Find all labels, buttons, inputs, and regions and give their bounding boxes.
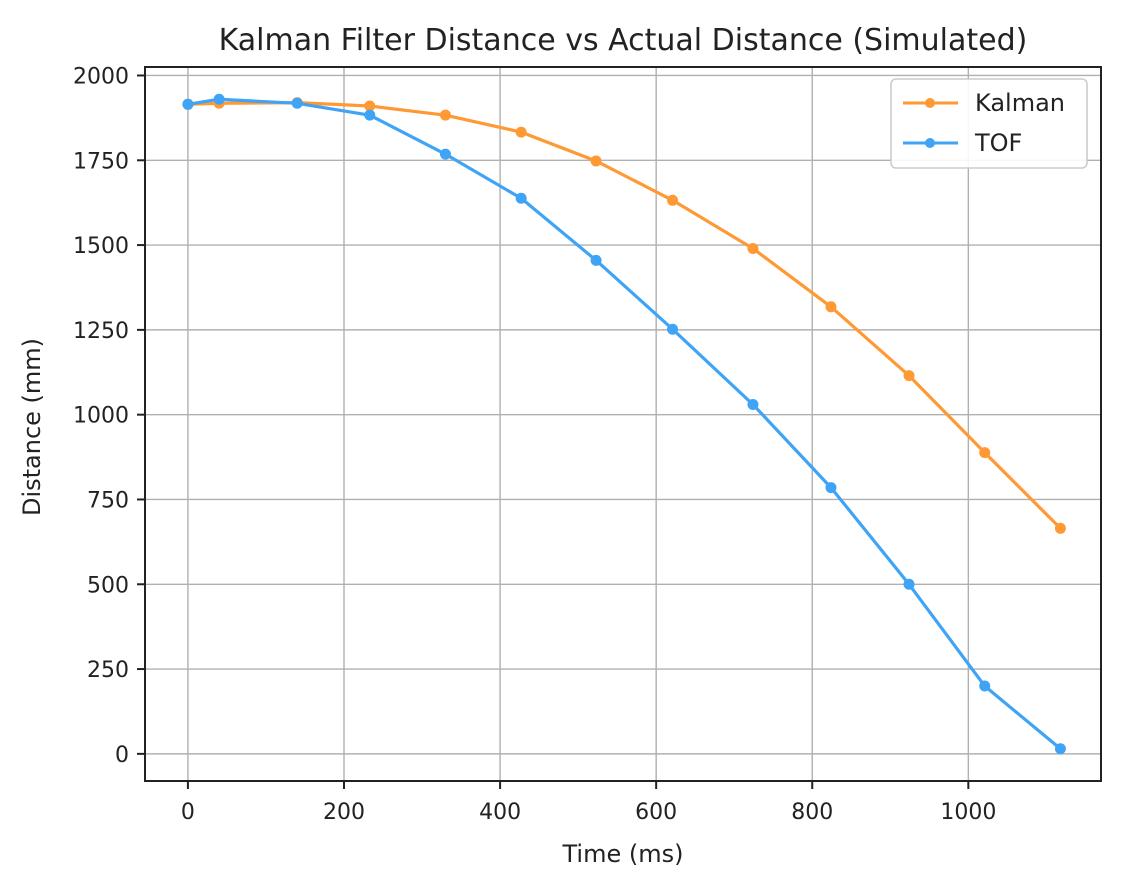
legend-marker-tof	[925, 138, 935, 148]
data-point-tof	[291, 97, 303, 109]
data-point-kalman	[515, 126, 527, 138]
ticks: 0 200 400 600 800 1000 0 250 500 750 1000 1250 1500 1…	[73, 64, 996, 825]
data-point-tof	[747, 398, 759, 410]
data-point-tof	[667, 323, 679, 335]
plot-frame	[144, 66, 1102, 782]
x-tick-label: 400	[479, 800, 521, 825]
y-tick-label: 750	[87, 488, 129, 513]
legend-box	[890, 78, 1088, 169]
data-point-tof	[213, 93, 225, 105]
y-axis-label: Distance (mm)	[18, 338, 46, 516]
y-tick-label: 0	[115, 743, 129, 768]
y-tick-label: 250	[87, 658, 129, 683]
legend-label-kalman: Kalman	[975, 89, 1065, 117]
data-point-tof	[903, 578, 915, 590]
x-tick-label: 0	[181, 800, 195, 825]
data-point-tof	[590, 254, 602, 266]
data-point-tof	[825, 482, 837, 494]
x-axis-label: Time (ms)	[562, 840, 684, 868]
legend-label-tof: TOF	[974, 129, 1022, 157]
data-point-tof	[515, 192, 527, 204]
legend: Kalman TOF	[890, 78, 1088, 169]
y-tick-label: 2000	[73, 64, 129, 89]
y-tick-label: 1000	[73, 404, 129, 429]
data-point-tof	[439, 148, 451, 160]
data-point-kalman	[590, 155, 602, 167]
data-point-kalman	[667, 194, 679, 206]
data-point-tof	[364, 109, 376, 121]
data-point-kalman	[903, 370, 915, 382]
data-point-kalman	[1054, 522, 1066, 534]
x-tick-label: 1000	[940, 800, 996, 825]
data-point-kalman	[747, 242, 759, 254]
y-tick-label: 1750	[73, 149, 129, 174]
x-tick-label: 600	[635, 800, 677, 825]
data-point-tof	[182, 98, 194, 110]
x-tick-label: 800	[791, 800, 833, 825]
y-tick-label: 1250	[73, 319, 129, 344]
data-point-tof	[1054, 743, 1066, 755]
legend-marker-kalman	[925, 98, 935, 108]
data-point-tof	[979, 680, 991, 692]
data-point-kalman	[364, 100, 376, 112]
y-tick-label: 500	[87, 573, 129, 598]
x-tick-label: 200	[323, 800, 365, 825]
data-point-kalman	[979, 447, 991, 459]
chart-title: Kalman Filter Distance vs Actual Distanc…	[219, 23, 1028, 58]
series-layer	[182, 93, 1066, 755]
data-point-kalman	[825, 301, 837, 313]
y-tick-label: 1500	[73, 234, 129, 259]
data-point-kalman	[439, 109, 451, 121]
